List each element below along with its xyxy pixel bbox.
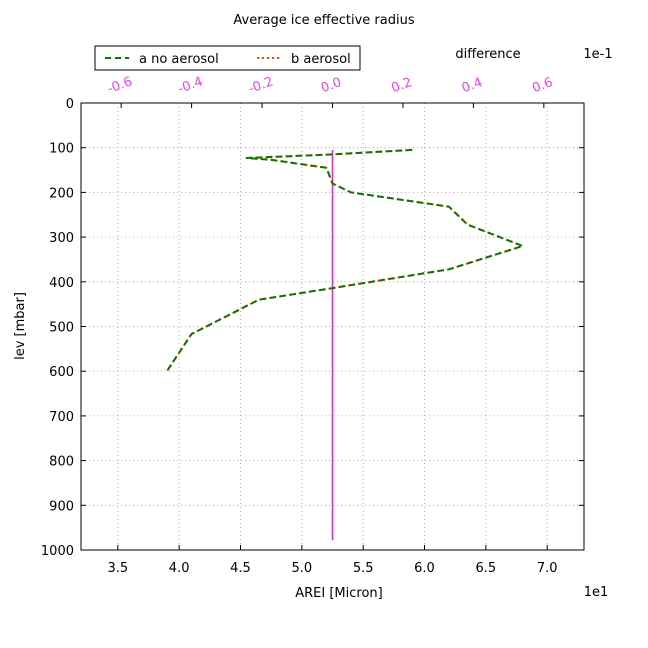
x-tick-label: 6.0 [414,561,435,576]
x-tick-label: 3.5 [107,561,128,576]
series-layer [166,148,524,541]
top-tick-label: 0.4 [460,75,485,96]
x-tick-label: 5.5 [353,561,374,576]
top-tick-label: -0.2 [246,74,275,97]
y-tick-label: 1000 [41,544,74,559]
grid [81,102,584,551]
series-no-aerosol-line [166,148,524,372]
top-tick-label: -0.4 [176,74,205,97]
x-tick-label: 6.5 [476,561,497,576]
y-tick-label: 300 [49,231,74,246]
y-tick-label: 800 [49,455,74,470]
x-tick-label: 4.0 [169,561,190,576]
y-tick-label: 0 [66,97,74,112]
y-tick-label: 500 [49,321,74,336]
y-axis: 0 100 200 300 400 500 600 700 800 900 1000 [41,97,584,559]
chart-title: Average ice effective radius [233,13,414,28]
top-axis-label: difference [455,47,520,62]
y-tick-label: 700 [49,410,74,425]
x-axis: 3.5 4.0 4.5 5.0 5.5 6.0 6.5 7.0 [107,545,558,576]
top-tick-label: 0.6 [530,75,555,96]
y-tick-label: 200 [49,186,74,201]
x-tick-label: 7.0 [537,561,558,576]
x-axis-label: AREI [Micron] [295,586,382,601]
top-tick-label: 0.2 [389,75,414,96]
y-axis-label: lev [mbar] [13,292,28,360]
y-tick-label: 100 [49,142,74,157]
legend-label-no-aerosol: a no aerosol [139,52,219,67]
legend-frame [94,45,361,71]
legend-label-aerosol: b aerosol [291,52,351,67]
top-tick-label: 0.0 [319,75,344,96]
x-axis-multiplier: 1e1 [584,585,609,600]
legend: a no aerosol b aerosol [94,45,361,71]
top-tick-label: -0.6 [105,74,134,97]
top-axis-multiplier: 1e-1 [583,47,612,62]
y-tick-label: 400 [49,276,74,291]
x-tick-label: 5.0 [291,561,312,576]
y-tick-label: 900 [49,499,74,514]
series-aerosol-line [166,148,524,372]
y-tick-label: 600 [49,365,74,380]
x-tick-label: 4.5 [230,561,251,576]
